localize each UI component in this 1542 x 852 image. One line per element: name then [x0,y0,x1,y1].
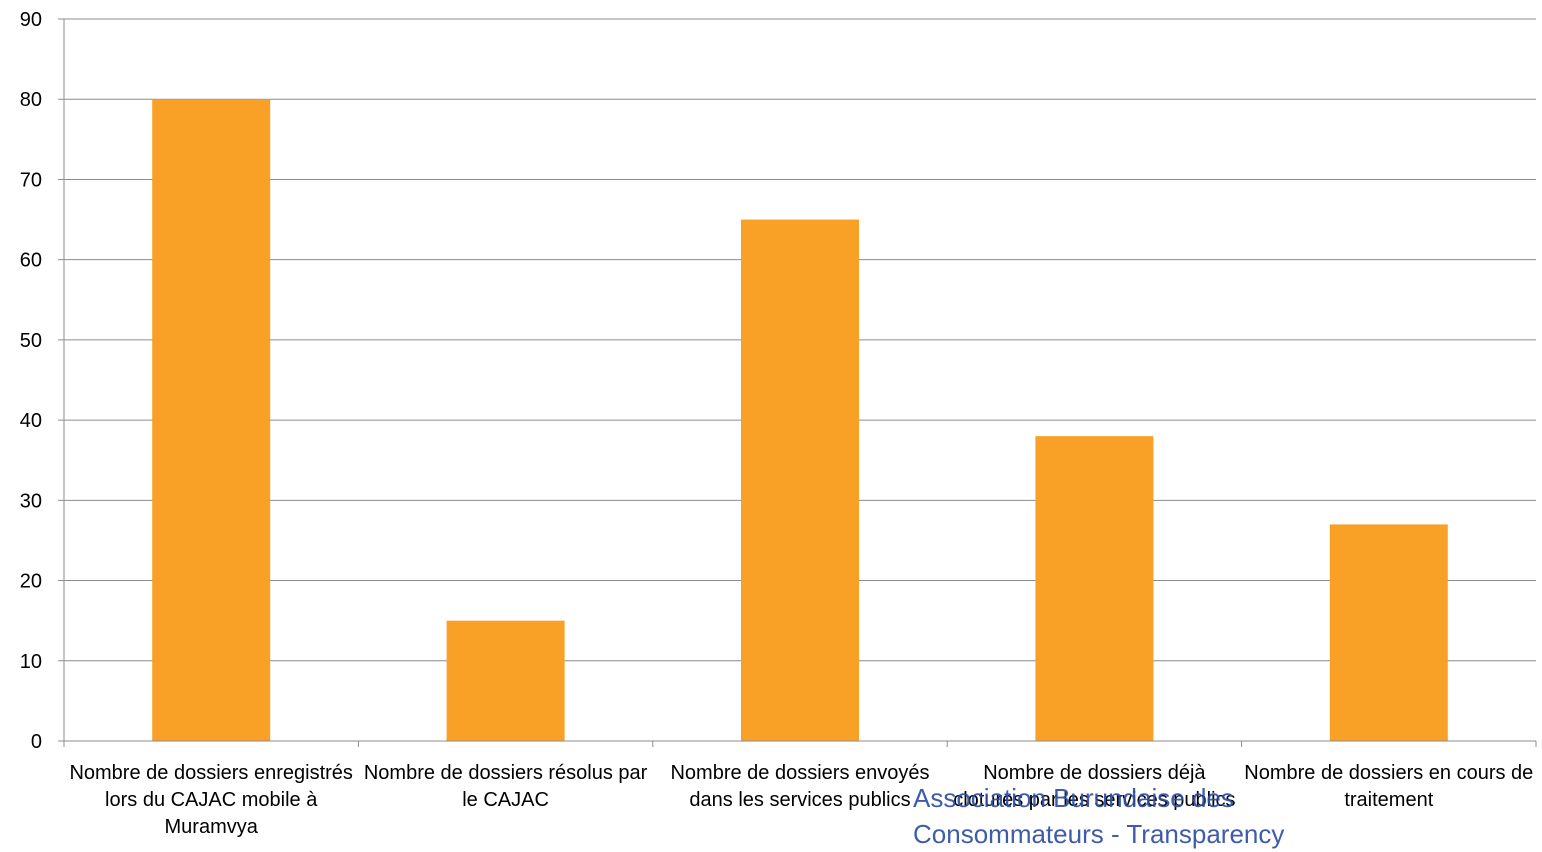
y-tick-label: 30 [20,490,42,512]
watermark-text: Association Burundaise des Consommateurs… [913,780,1373,852]
bar [741,219,859,742]
y-tick-label: 80 [20,89,42,111]
watermark-line-2: Consommateurs - Transparency [913,819,1285,849]
y-tick-label: 50 [20,330,42,352]
bar [152,99,271,741]
y-tick-label: 0 [31,731,42,753]
x-tick-label: Nombre de dossiers en cours de traitemen… [1244,762,1534,811]
bars [152,99,1448,742]
axes [58,19,1537,747]
y-axis-ticks: 0 10 20 30 40 50 60 70 80 90 [20,9,64,753]
x-tick-label: Nombre de dossiers enregistrés lors du C… [69,762,353,838]
bar [1329,524,1448,741]
y-tick-label: 10 [20,651,42,673]
y-tick-label: 40 [20,410,42,432]
x-tick-label: Nombre de dossiers résolus par le CAJAC [363,762,648,811]
bar [446,620,565,741]
x-tick-label: Nombre de dossiers déjà clotures par les… [953,762,1236,811]
y-tick-label: 60 [20,250,42,272]
y-tick-label: 20 [20,571,42,593]
x-tick-label: Nombre de dossiers envoyés dans les serv… [670,762,930,811]
y-tick-label: 70 [20,169,42,191]
bar [1035,436,1154,741]
watermark-line-1: Association Burundaise des [913,783,1234,813]
y-tick-label: 90 [20,9,42,31]
